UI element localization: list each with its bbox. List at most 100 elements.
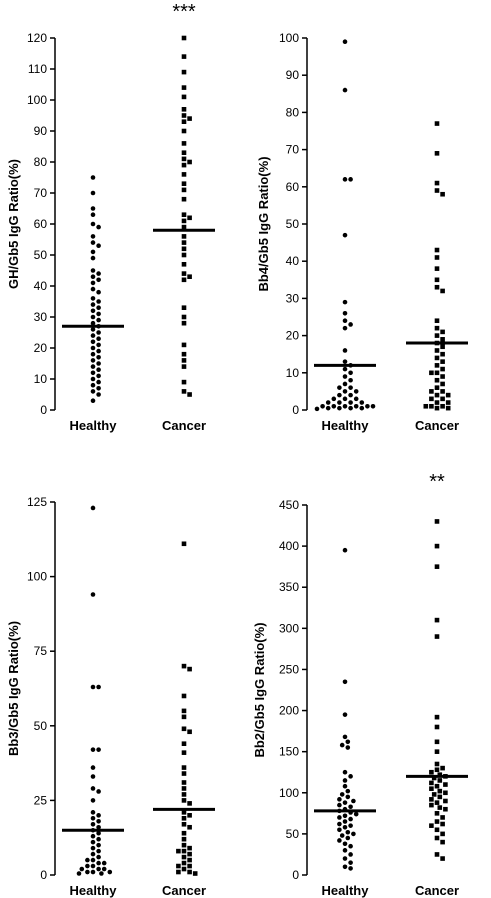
data-point-cancer — [434, 543, 440, 549]
data-point-healthy — [337, 405, 342, 411]
data-point-healthy — [314, 406, 320, 412]
data-point-cancer — [440, 403, 445, 409]
data-point-healthy — [90, 765, 96, 770]
data-point-healthy — [342, 87, 348, 93]
data-point-healthy — [351, 831, 356, 837]
data-point-healthy — [348, 392, 353, 398]
data-point-cancer — [434, 348, 440, 353]
data-point-healthy — [96, 342, 101, 348]
data-point-healthy — [359, 405, 365, 411]
data-point-healthy — [90, 505, 96, 511]
data-point-cancer — [181, 848, 187, 854]
data-point-healthy — [76, 871, 82, 876]
data-point-healthy — [85, 863, 90, 869]
data-point-healthy — [353, 811, 359, 817]
data-point-healthy — [342, 841, 348, 847]
data-point-healthy — [96, 271, 101, 276]
data-point-cancer — [181, 94, 187, 100]
data-point-cancer — [181, 181, 187, 186]
data-point-cancer — [181, 765, 187, 770]
data-point-healthy — [90, 857, 96, 863]
data-point-healthy — [90, 816, 96, 821]
data-point-healthy — [370, 403, 376, 409]
data-point-healthy — [348, 322, 353, 327]
data-point-cancer — [440, 389, 445, 394]
data-point-healthy — [353, 403, 359, 409]
data-point-healthy — [99, 871, 104, 876]
data-point-cancer — [181, 128, 187, 134]
data-point-cancer — [423, 403, 429, 409]
data-point-healthy — [342, 39, 348, 45]
data-point-cancer — [440, 191, 445, 197]
data-point-healthy — [342, 819, 348, 824]
data-point-cancer — [181, 741, 187, 747]
data-point-healthy — [337, 802, 342, 808]
data-point-healthy — [90, 798, 96, 803]
data-point-healthy — [342, 374, 348, 379]
data-point-healthy — [342, 318, 348, 324]
data-point-cancer — [181, 85, 187, 90]
data-point-healthy — [96, 842, 101, 848]
data-point-cancer — [181, 262, 187, 267]
data-point-cancer — [434, 392, 440, 398]
data-point-cancer — [434, 405, 440, 411]
data-point-healthy — [337, 392, 342, 398]
data-point-healthy — [348, 823, 353, 828]
data-point-healthy — [348, 370, 353, 376]
data-point-cancer — [431, 792, 437, 797]
data-point-healthy — [345, 835, 351, 841]
data-point-cancer — [181, 810, 187, 815]
data-point-healthy — [96, 317, 101, 323]
data-point-healthy — [90, 845, 96, 851]
data-point-cancer — [192, 871, 198, 876]
data-point-cancer — [181, 107, 187, 112]
data-point-cancer — [181, 224, 187, 230]
y-axis-label: Bb3/Gb5 IgG Ratio(%) — [6, 621, 21, 756]
y-tick-label: 100 — [27, 570, 47, 584]
data-point-cancer — [440, 839, 445, 845]
data-point-healthy — [351, 798, 356, 804]
data-point-healthy — [342, 769, 348, 775]
data-point-cancer — [434, 634, 440, 639]
data-point-cancer — [429, 780, 434, 786]
data-point-healthy — [96, 747, 101, 752]
data-point-healthy — [342, 712, 348, 717]
x-category-label: Healthy — [322, 418, 370, 433]
data-point-cancer — [434, 370, 440, 376]
data-point-cancer — [434, 800, 440, 805]
data-point-cancer — [187, 863, 192, 869]
data-point-healthy — [90, 345, 96, 351]
data-point-healthy — [96, 311, 101, 317]
y-tick-label: 400 — [279, 539, 299, 553]
data-point-cancer — [434, 333, 440, 338]
data-point-cancer — [181, 389, 187, 394]
data-point-healthy — [96, 848, 101, 854]
data-point-healthy — [337, 821, 342, 827]
data-point-cancer — [434, 385, 440, 390]
data-point-healthy — [90, 684, 96, 690]
y-axis-label: Bb4/Gb5 IgG Ratio(%) — [256, 156, 271, 291]
data-point-cancer — [187, 116, 192, 121]
data-point-cancer — [181, 364, 187, 369]
data-point-cancer — [187, 274, 192, 279]
data-point-cancer — [434, 617, 440, 623]
data-point-healthy — [96, 330, 101, 335]
data-point-healthy — [342, 325, 348, 331]
data-point-healthy — [339, 742, 345, 748]
y-tick-label: 50 — [286, 217, 300, 231]
data-point-cancer — [440, 821, 445, 827]
data-point-cancer — [181, 187, 187, 193]
data-point-healthy — [90, 296, 96, 301]
data-point-cancer — [181, 196, 187, 202]
data-point-cancer — [434, 284, 440, 290]
data-point-cancer — [434, 827, 440, 833]
data-point-cancer — [181, 780, 187, 785]
data-point-healthy — [101, 866, 107, 872]
y-tick-label: 70 — [286, 143, 300, 157]
data-point-healthy — [348, 385, 353, 390]
data-point-cancer — [434, 325, 440, 331]
data-point-cancer — [437, 778, 443, 783]
data-point-healthy — [90, 206, 96, 211]
data-point-healthy — [348, 852, 353, 857]
data-point-cancer — [187, 869, 192, 875]
